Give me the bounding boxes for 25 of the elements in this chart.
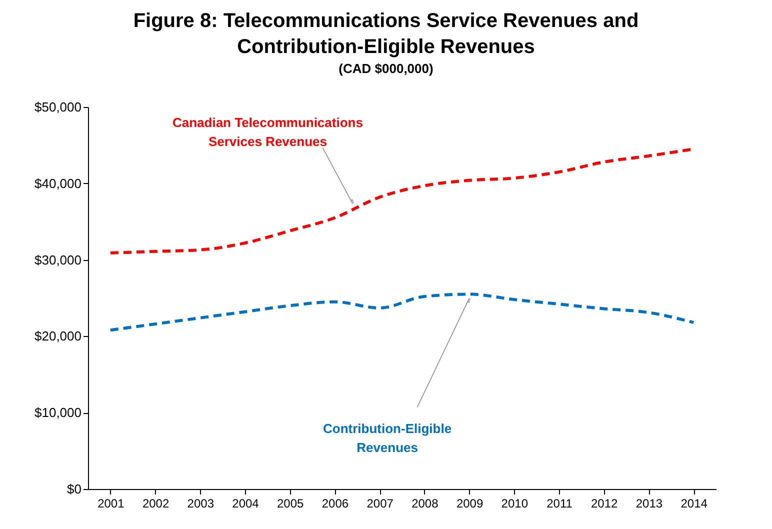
- x-tick-label: 2008: [412, 496, 439, 510]
- x-tick-label: 2014: [680, 496, 708, 510]
- x-tick-label: 2001: [98, 496, 125, 510]
- text: Contribution-Eligible Revenues: [323, 421, 452, 456]
- x-tick-label: 2009: [456, 496, 484, 510]
- y-tick-label: $0: [67, 482, 82, 496]
- y-tick-label: $50,000: [34, 100, 82, 114]
- x-tick-label: 2006: [322, 496, 349, 510]
- text: Canadian Telecommunications Services Revenues: [172, 114, 363, 149]
- y-tick-label: $20,000: [34, 328, 82, 344]
- x-tick-label: 2002: [142, 496, 170, 510]
- line-series: [108, 292, 696, 332]
- x-tick-label: 2007: [366, 496, 394, 510]
- x-tick-label: 2010: [501, 496, 528, 510]
- y-tick-label: $30,000: [34, 252, 82, 268]
- x-tick-label: 2013: [636, 496, 663, 510]
- x-tick-label: 2003: [187, 496, 214, 510]
- chart-subtitle: (CAD $000,000): [338, 60, 434, 78]
- y-tick-label: $40,000: [34, 176, 82, 191]
- chart-title: Figure 8: Telecommunications Service Revenues and Contribution-Eligible Revenues: [132, 9, 640, 60]
- x-tick-label: 2012: [591, 496, 618, 510]
- x-tick-label: 2004: [232, 496, 260, 510]
- x-tick-label: 2011: [546, 496, 573, 510]
- y-tick-label: $10,000: [34, 405, 82, 420]
- x-tick-label: 2005: [277, 496, 304, 510]
